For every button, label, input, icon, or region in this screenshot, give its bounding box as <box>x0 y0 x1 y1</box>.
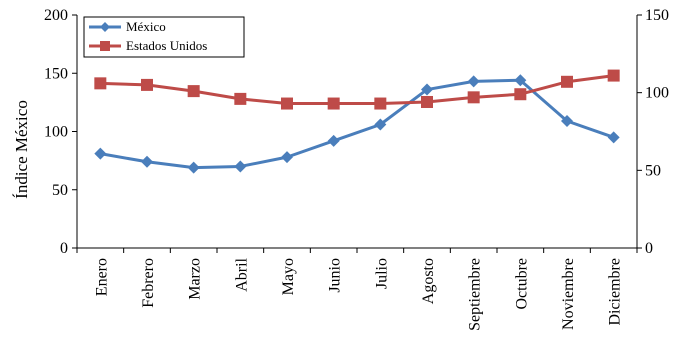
data-point-mexico <box>234 160 247 173</box>
data-point-estados-unidos <box>327 97 340 110</box>
legend-marker-mexico <box>100 22 110 32</box>
data-point-estados-unidos <box>374 97 387 110</box>
data-point-estados-unidos <box>234 92 247 105</box>
data-point-estados-unidos <box>94 77 107 90</box>
data-point-mexico <box>94 147 107 160</box>
x-axis-tick-label: Mayo <box>280 258 297 295</box>
x-axis-tick-label: Diciembre <box>607 258 624 326</box>
axes <box>76 15 638 253</box>
left-axis-tick-label: 100 <box>44 124 68 141</box>
right-axis-ticks: 0 50 100 150 <box>637 7 669 257</box>
legend-label-mexico: México <box>126 19 166 34</box>
x-axis-tick-label: Febrero <box>140 258 157 308</box>
series-line-mexico <box>100 78 615 170</box>
left-axis-ticks: 0 50 100 150 200 <box>44 7 77 257</box>
x-axis-tick-label: Enero <box>93 258 110 296</box>
left-axis-title: Índice México <box>12 100 31 199</box>
left-axis-tick-label: 0 <box>60 240 68 257</box>
legend: México Estados Unidos <box>83 16 245 58</box>
x-axis-tick-label: Marzo <box>187 258 204 300</box>
right-axis-tick-label: 100 <box>645 85 669 102</box>
legend-label-estados-unidos: Estados Unidos <box>126 38 207 53</box>
data-point-mexico <box>514 74 527 87</box>
x-axis-tick-label: Octubre <box>513 258 530 310</box>
data-point-estados-unidos <box>281 97 293 110</box>
right-axis-tick-label: 50 <box>645 162 661 179</box>
x-axis-tick-labels: Enero Febrero Marzo Abril Mayo Junio Julio Agos… <box>93 257 623 330</box>
left-axis-tick-label: 150 <box>44 65 68 82</box>
left-axis-tick-label: 50 <box>52 182 68 199</box>
series-layer <box>94 69 620 174</box>
data-point-mexico <box>421 83 433 96</box>
data-point-mexico <box>327 134 340 147</box>
x-axis-tick-label: Noviembre <box>560 258 577 330</box>
x-axis-tick-label: Junio <box>327 258 344 293</box>
data-point-mexico <box>281 151 293 164</box>
data-point-estados-unidos <box>467 91 480 104</box>
x-axis-tick-label: Julio <box>373 258 390 289</box>
right-axis-tick-label: 150 <box>645 7 669 24</box>
data-point-estados-unidos <box>561 75 573 88</box>
data-point-mexico <box>561 115 573 128</box>
series-mexico <box>94 74 620 174</box>
series-estados-unidos <box>94 69 620 110</box>
data-point-estados-unidos <box>421 95 433 108</box>
legend-box <box>83 16 245 58</box>
x-axis-tick-label: Abril <box>233 257 250 291</box>
data-point-mexico <box>467 75 480 88</box>
data-point-mexico <box>374 118 387 131</box>
data-point-mexico <box>141 155 153 168</box>
data-point-estados-unidos <box>514 88 527 101</box>
x-axis-tick-label: Septiembre <box>467 258 484 331</box>
data-point-estados-unidos <box>187 85 200 98</box>
right-axis-tick-label: 0 <box>645 240 653 257</box>
data-point-estados-unidos <box>141 78 153 91</box>
series-line-estados-unidos <box>100 74 614 106</box>
data-point-mexico <box>607 131 620 144</box>
x-axis-tick-label: Agosto <box>420 258 437 304</box>
left-axis-tick-label: 200 <box>44 7 68 24</box>
data-point-estados-unidos <box>607 69 620 82</box>
data-point-mexico <box>187 161 200 174</box>
legend-marker-estados-unidos <box>100 41 110 51</box>
